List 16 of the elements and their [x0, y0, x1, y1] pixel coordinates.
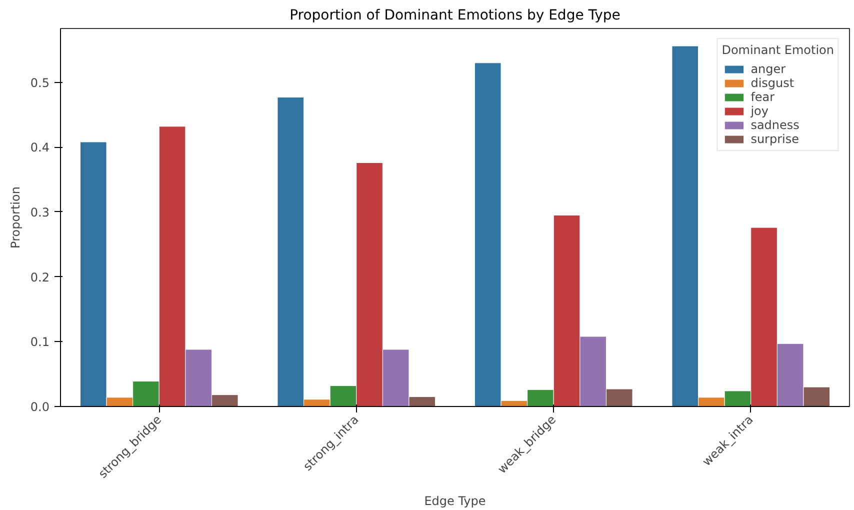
chart-title: Proportion of Dominant Emotions by Edge Type [290, 8, 620, 24]
y-tick-label: 0.4 [30, 140, 50, 155]
y-axis-title: Proportion [8, 186, 22, 248]
legend-label: sadness [750, 118, 800, 132]
y-tick-label: 0.0 [30, 400, 50, 414]
x-axis-title: Edge Type [424, 494, 486, 508]
y-tick-label: 0.5 [30, 76, 50, 90]
legend-label: anger [750, 62, 786, 76]
legend-title: Dominant Emotion [722, 43, 834, 57]
legend-label: fear [750, 90, 775, 104]
legend-label: disgust [750, 76, 794, 90]
y-tick-label: 0.1 [30, 335, 50, 350]
y-tick-label: 0.2 [30, 270, 50, 284]
legend-label: surprise [750, 132, 800, 146]
y-tick-label: 0.3 [30, 205, 50, 220]
legend-label: joy [750, 104, 770, 118]
